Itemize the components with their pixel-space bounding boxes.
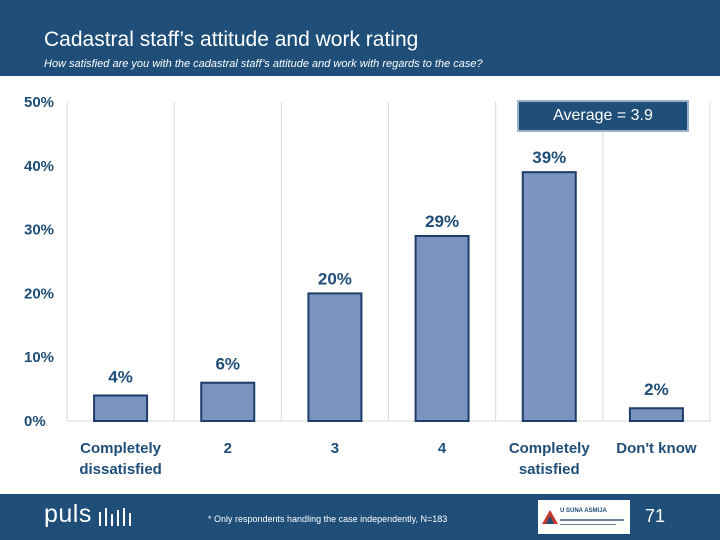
partner-logo-emblem-icon xyxy=(542,510,558,524)
category-label: dissatisfied xyxy=(79,461,162,478)
page-title: Cadastral staff’s attitude and work rati… xyxy=(44,28,419,51)
y-tick-label: 30% xyxy=(24,222,54,239)
data-label: 4% xyxy=(108,367,133,386)
y-tick-label: 10% xyxy=(24,349,54,366)
category-label: 4 xyxy=(438,440,447,457)
bar xyxy=(628,407,684,422)
data-label: 29% xyxy=(425,212,459,231)
chart-area: 0% 10% 20% 30% 40% 50% 4% Completely dissatisfie… xyxy=(0,76,720,494)
bar xyxy=(414,234,470,422)
page-subtitle: How satisfied are you with the cadastral… xyxy=(44,58,483,70)
category-label: Don't know xyxy=(616,440,697,457)
category-label: 2 xyxy=(224,440,232,457)
bar xyxy=(521,171,577,423)
partner-logo-text: U SUNA ASMIJA xyxy=(560,508,607,514)
page-number: 71 xyxy=(645,506,666,526)
header-banner: Cadastral staff’s attitude and work rati… xyxy=(0,0,720,76)
data-label: 6% xyxy=(215,355,240,374)
puls-logo-bars-icon xyxy=(99,508,131,526)
bar xyxy=(93,394,149,423)
footnote: * Only respondents handling the case ind… xyxy=(208,514,448,524)
category-label: satisfied xyxy=(519,461,580,478)
average-box: Average = 3.9 xyxy=(517,100,689,132)
average-label: Average = 3.9 xyxy=(553,107,653,124)
category-label: 3 xyxy=(331,440,339,457)
data-label: 20% xyxy=(318,269,352,288)
bar xyxy=(307,292,363,422)
puls-logo: puls xyxy=(44,500,92,528)
y-tick-label: 40% xyxy=(24,158,54,175)
data-label: 2% xyxy=(644,380,669,399)
category-label: Completely xyxy=(80,440,162,457)
partner-logo: U SUNA ASMIJA xyxy=(538,500,630,534)
y-tick-label: 0% xyxy=(24,413,46,430)
category-label: Completely xyxy=(509,440,591,457)
partner-logo-line xyxy=(560,524,616,525)
footer-banner: puls * Only respondents handling the cas… xyxy=(0,494,720,540)
partner-logo-line xyxy=(560,519,624,521)
data-label: 39% xyxy=(532,148,566,167)
y-tick-label: 50% xyxy=(24,94,54,111)
bar-chart: 0% 10% 20% 30% 40% 50% 4% Completely dissatisfie… xyxy=(24,94,711,478)
y-tick-label: 20% xyxy=(24,285,54,302)
bar xyxy=(200,381,256,422)
